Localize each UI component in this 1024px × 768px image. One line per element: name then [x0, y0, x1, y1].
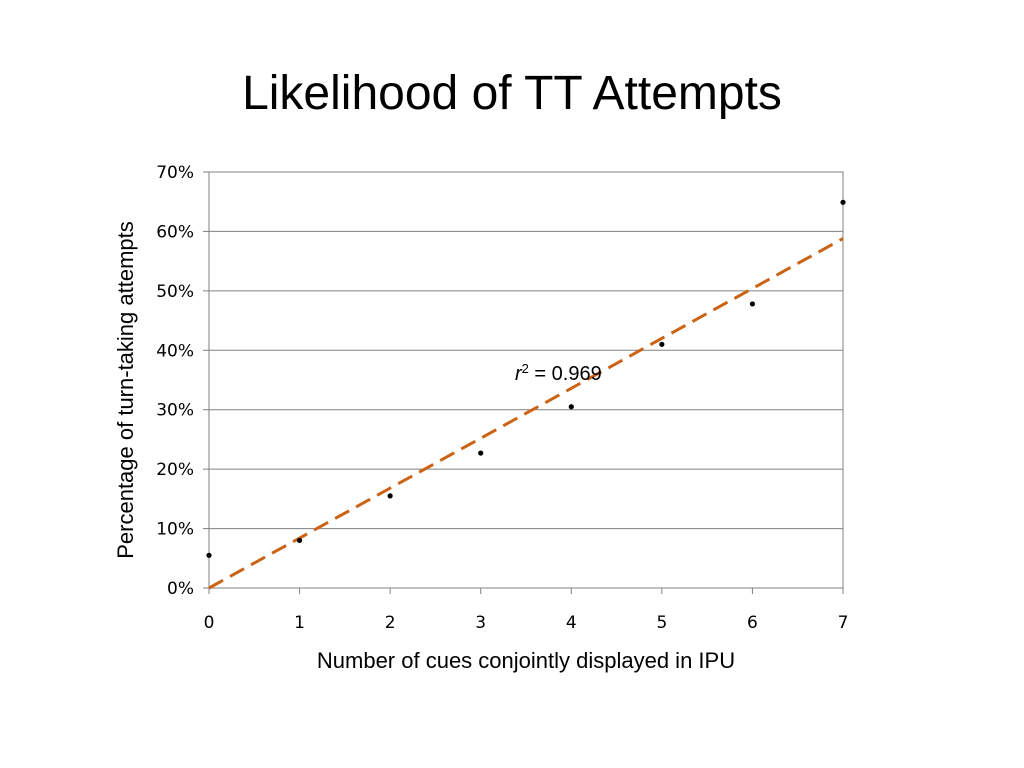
trendline [208, 237, 844, 590]
y-tick-label: 0% [167, 579, 194, 599]
plot-area [208, 171, 844, 589]
y-axis-title: Percentage of turn-taking attempts [113, 221, 138, 559]
data-point [659, 341, 665, 347]
y-tick-label: 70% [156, 163, 194, 183]
data-points [206, 199, 846, 558]
data-point [840, 199, 846, 205]
gridlines [203, 171, 844, 594]
data-point [296, 537, 303, 544]
data-point [206, 552, 212, 558]
x-tick-label: 7 [838, 613, 849, 633]
y-tick-label: 60% [156, 222, 194, 242]
x-tick-label: 6 [747, 613, 758, 633]
data-point [568, 404, 574, 410]
x-tick-label: 3 [475, 613, 486, 633]
r-exponent: 2 [522, 361, 529, 376]
x-tick-label: 4 [566, 613, 577, 633]
slide-title: Likelihood of TT Attempts [242, 67, 782, 120]
r-symbol: r [515, 363, 523, 385]
data-point [387, 493, 393, 499]
r-squared-value: = 0.969 [529, 363, 602, 385]
r-squared-annotation: r2 = 0.969 [515, 361, 602, 386]
x-tick-labels: 0 1 2 3 4 5 6 7 [204, 613, 849, 633]
data-point [749, 301, 756, 307]
x-tick-label: 2 [385, 613, 396, 633]
y-tick-label: 10% [156, 520, 194, 540]
x-tick-label: 0 [204, 613, 215, 633]
y-tick-label: 40% [156, 341, 194, 361]
y-tick-label: 20% [156, 460, 194, 480]
y-tick-label: 50% [156, 282, 194, 302]
y-tick-labels: 0% 10% 20% 30% 40% 50% 60% 70% [156, 163, 194, 599]
x-tick-label: 5 [656, 613, 667, 633]
x-tick-label: 1 [294, 613, 305, 633]
data-point [478, 450, 484, 456]
x-axis-title: Number of cues conjointly displayed in I… [317, 648, 735, 673]
y-tick-label: 30% [156, 401, 194, 421]
